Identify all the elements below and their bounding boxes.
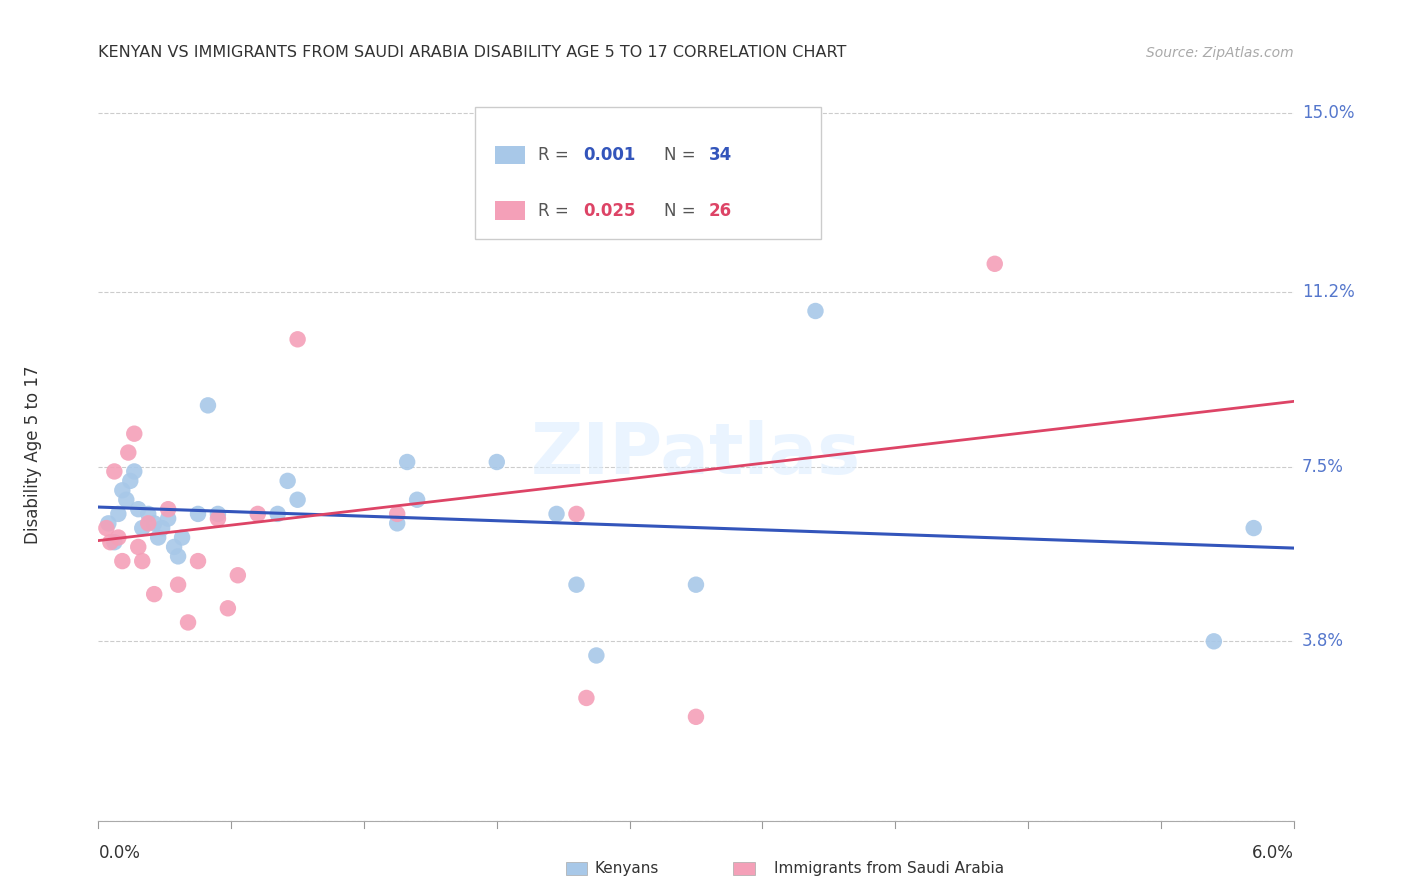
Point [546,507,568,521]
Bar [733,862,755,875]
Point [685,710,707,724]
Point [207,511,229,525]
Point [217,601,239,615]
Point [131,521,153,535]
Point [136,507,159,521]
Point [406,492,429,507]
Point [97,516,120,531]
Point [1202,634,1225,648]
Text: 3.8%: 3.8% [1302,632,1344,650]
Point [226,568,249,582]
Text: 11.2%: 11.2% [1302,283,1354,301]
Text: ZIPatlas: ZIPatlas [531,420,860,490]
Point [143,587,166,601]
Text: 0.001: 0.001 [583,145,636,163]
Point [172,531,194,545]
Bar [495,202,524,219]
Point [157,511,180,525]
Point [277,474,299,488]
Bar [565,862,588,875]
Text: Immigrants from Saudi Arabia: Immigrants from Saudi Arabia [773,861,1004,876]
Point [136,516,159,531]
Text: N =: N = [664,145,700,163]
Text: 0.0%: 0.0% [98,844,141,863]
Point [385,507,409,521]
Point [485,224,508,238]
Point [103,535,125,549]
Point [127,502,149,516]
Point [96,521,118,535]
Point [197,398,219,412]
Point [565,507,588,521]
Point [120,474,142,488]
Text: N =: N = [664,202,700,219]
Point [187,554,209,568]
Text: KENYAN VS IMMIGRANTS FROM SAUDI ARABIA DISABILITY AGE 5 TO 17 CORRELATION CHART: KENYAN VS IMMIGRANTS FROM SAUDI ARABIA D… [98,45,846,60]
Point [163,540,186,554]
Point [107,507,129,521]
Point [98,535,122,549]
Point [287,492,309,507]
Text: R =: R = [538,202,574,219]
Point [107,531,129,545]
Point [124,426,146,441]
FancyBboxPatch shape [475,108,821,239]
Point [117,445,139,459]
Point [167,549,190,564]
Point [150,521,173,535]
Text: 34: 34 [709,145,733,163]
Point [287,332,309,346]
Text: Disability Age 5 to 17: Disability Age 5 to 17 [24,366,42,544]
Point [124,465,146,479]
Point [575,690,598,705]
Point [115,492,138,507]
Point [157,502,180,516]
Text: Kenyans: Kenyans [595,861,659,876]
Point [385,516,409,531]
Bar [495,145,524,164]
Point [983,257,1005,271]
Point [103,465,125,479]
Point [396,455,419,469]
Point [111,554,134,568]
Text: Source: ZipAtlas.com: Source: ZipAtlas.com [1146,46,1294,60]
Text: 7.5%: 7.5% [1302,458,1344,475]
Text: 6.0%: 6.0% [1251,844,1294,863]
Point [565,577,588,591]
Point [148,531,170,545]
Point [485,455,508,469]
Point [131,554,153,568]
Point [804,304,827,318]
Text: 26: 26 [709,202,733,219]
Point [167,577,190,591]
Point [685,577,707,591]
Point [127,540,149,554]
Text: 15.0%: 15.0% [1302,103,1354,122]
Point [187,507,209,521]
Point [246,507,269,521]
Point [111,483,134,498]
Text: 0.025: 0.025 [583,202,636,219]
Point [1243,521,1265,535]
Point [267,507,290,521]
Point [207,507,229,521]
Point [177,615,200,630]
Point [143,516,166,531]
Text: R =: R = [538,145,574,163]
Point [585,648,607,663]
